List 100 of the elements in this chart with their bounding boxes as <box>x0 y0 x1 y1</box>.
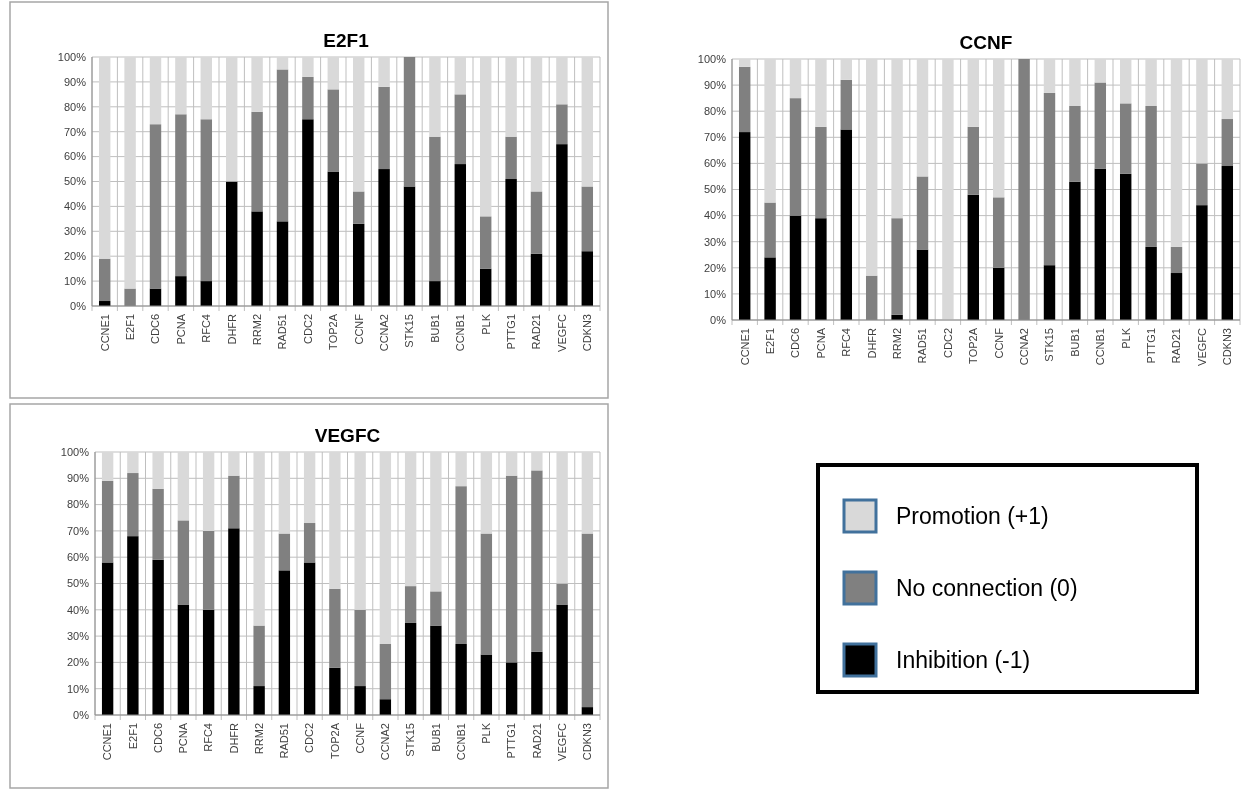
y-tick-label: 60% <box>703 157 727 170</box>
x-tick-label: PTTG1 <box>1144 328 1157 364</box>
x-tick-label: TOP2A <box>327 313 340 350</box>
legend-label: Promotion (+1) <box>896 503 1049 530</box>
bar <box>815 59 827 127</box>
bar <box>1221 119 1234 167</box>
bar <box>505 475 518 663</box>
x-tick-label: RAD21 <box>1170 328 1183 364</box>
bar <box>177 520 190 605</box>
x-tick-label: BUB1 <box>1068 328 1081 357</box>
bar <box>891 218 903 315</box>
bar <box>403 57 416 187</box>
bar <box>530 253 543 306</box>
bar <box>202 609 215 715</box>
bar <box>1145 246 1157 320</box>
bar <box>127 473 139 537</box>
bar <box>764 202 776 258</box>
y-tick-label: 50% <box>703 183 727 196</box>
bar <box>228 452 240 476</box>
bar <box>1094 82 1107 169</box>
bar <box>225 57 238 182</box>
legend-label: No connection (0) <box>896 575 1078 602</box>
bar <box>556 452 568 584</box>
x-tick-label: TOP2A <box>328 722 341 759</box>
bar <box>1043 265 1056 320</box>
bar <box>455 643 467 715</box>
bar <box>378 169 390 306</box>
x-tick-label: RFC4 <box>840 328 853 357</box>
bar <box>581 533 594 708</box>
bar <box>404 586 417 623</box>
y-tick-label: 90% <box>63 75 87 88</box>
y-tick-label: 80% <box>66 498 90 511</box>
bar <box>327 171 340 306</box>
y-tick-label: 0% <box>710 313 727 326</box>
x-tick-label: CCNB1 <box>454 723 467 761</box>
bar <box>175 114 187 277</box>
bar <box>379 452 392 644</box>
y-tick-label: 90% <box>703 78 727 91</box>
bar <box>101 452 114 481</box>
bar <box>992 197 1005 268</box>
bar <box>202 530 215 610</box>
y-tick-label: 50% <box>66 577 90 590</box>
x-tick-label: CCNE1 <box>738 328 751 366</box>
y-tick-label: 20% <box>63 250 87 263</box>
bar <box>378 86 390 170</box>
bar <box>505 179 517 306</box>
bar <box>276 57 289 70</box>
y-tick-label: 80% <box>703 105 727 118</box>
bar <box>581 186 594 252</box>
bar <box>251 211 263 306</box>
bar <box>581 452 594 534</box>
x-tick-label: PLK <box>479 313 492 335</box>
x-tick-label: STK15 <box>404 723 417 757</box>
chart-title: E2F1 <box>323 30 370 51</box>
y-tick-label: 20% <box>66 656 90 669</box>
bar <box>202 452 215 531</box>
x-tick-label: DHFR <box>227 722 240 754</box>
bar <box>916 59 929 177</box>
legend-label: Inhibition (-1) <box>896 647 1031 674</box>
bar <box>530 57 543 192</box>
bar <box>789 215 802 320</box>
y-tick-label: 0% <box>73 708 90 721</box>
bar <box>738 66 751 133</box>
x-tick-label: CDC6 <box>149 314 162 344</box>
bar <box>303 562 316 715</box>
bar <box>1119 173 1132 320</box>
bar <box>278 452 291 534</box>
y-tick-label: 90% <box>66 472 90 485</box>
y-tick-label: 100% <box>57 50 87 63</box>
bar <box>455 486 467 644</box>
bar <box>789 59 802 99</box>
bar <box>480 654 493 715</box>
bar <box>251 111 263 212</box>
bar <box>1221 59 1234 120</box>
bar <box>429 57 441 137</box>
bar <box>1119 59 1132 104</box>
x-tick-label: RAD21 <box>530 723 543 759</box>
bar <box>200 281 213 306</box>
x-tick-label: VEGFC <box>1195 327 1208 366</box>
bar <box>329 588 341 668</box>
x-tick-label: STK15 <box>403 314 416 348</box>
bar <box>403 186 416 306</box>
bar <box>404 622 417 715</box>
x-tick-label: RAD51 <box>276 314 289 350</box>
bar <box>253 452 265 626</box>
bar <box>430 452 442 592</box>
x-tick-label: CDKN3 <box>581 314 594 352</box>
bar <box>352 191 365 224</box>
bar <box>379 643 392 700</box>
x-tick-label: CCNB1 <box>454 314 467 352</box>
x-tick-label: CCNA2 <box>377 314 390 352</box>
y-tick-label: 30% <box>63 225 87 238</box>
bar <box>992 267 1005 320</box>
bar <box>404 452 417 587</box>
chart-title: CCNF <box>959 32 1013 53</box>
bar <box>200 119 213 282</box>
bar <box>352 223 365 306</box>
x-tick-label: PCNA <box>174 313 187 345</box>
bar <box>354 452 366 610</box>
x-tick-label: RAD51 <box>278 723 291 759</box>
